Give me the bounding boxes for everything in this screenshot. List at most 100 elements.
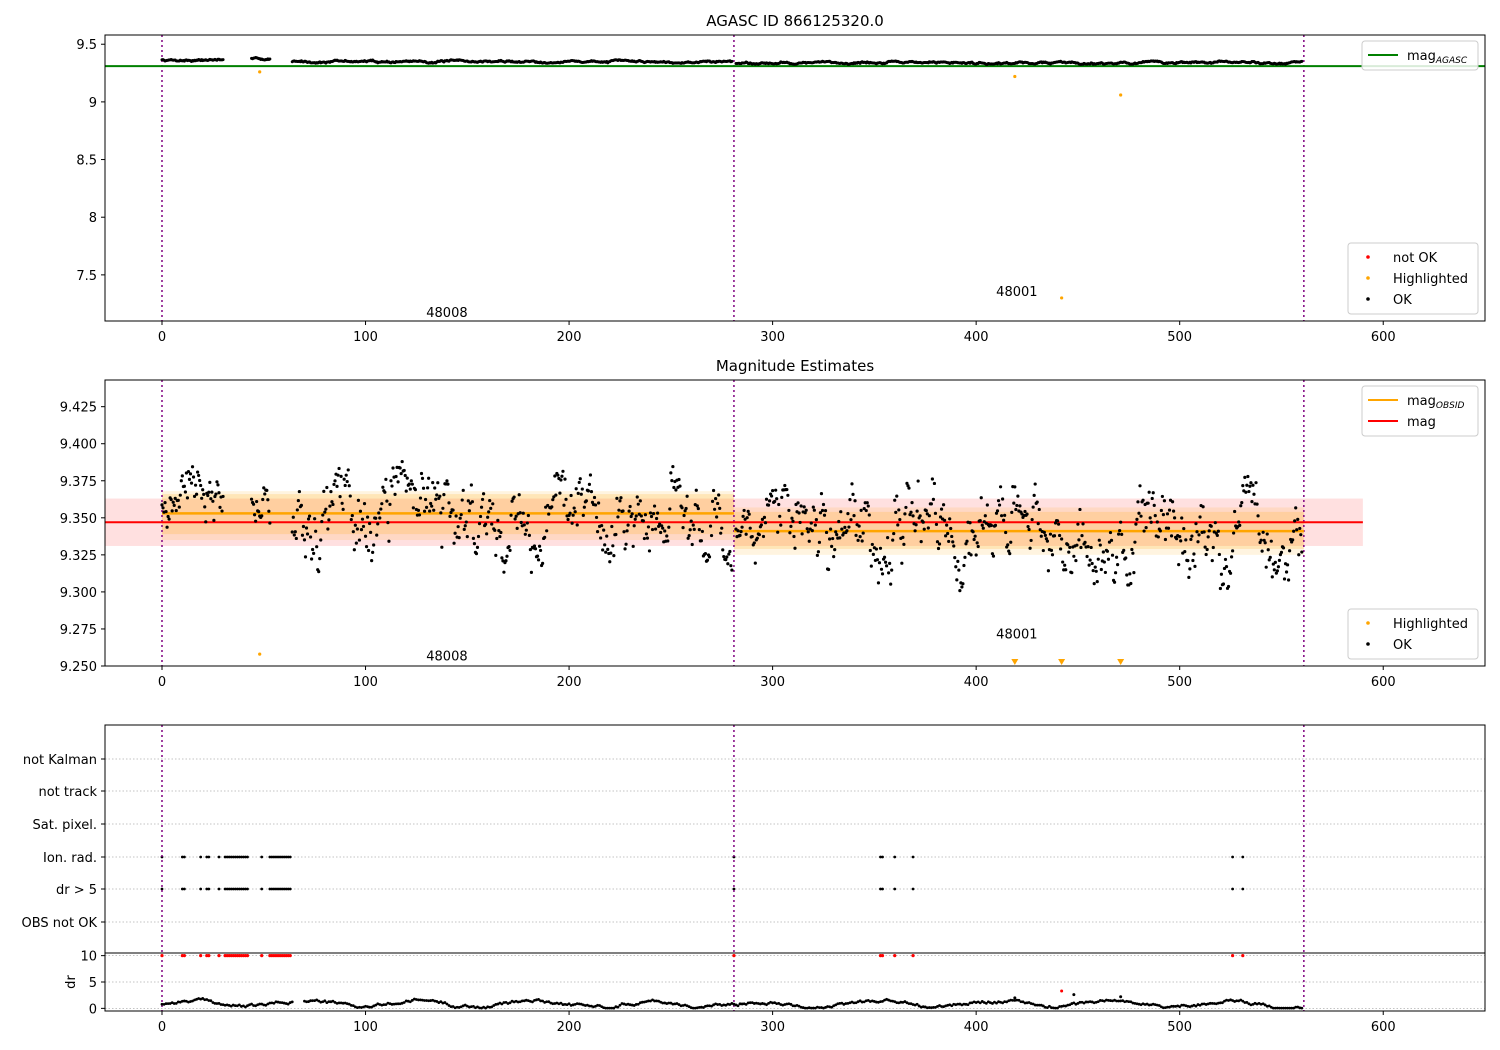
ok-point [596,501,601,505]
ok-point [466,499,470,503]
ok-point [180,474,184,478]
ok-point [471,536,476,540]
ok-point [692,527,696,531]
ok-point [647,549,652,553]
ok-point [400,459,404,464]
panel-magnitude-title: Magnitude Estimates [716,357,874,375]
ok-point [1010,510,1014,514]
ok-point [519,520,523,525]
ok-point [976,544,980,549]
y-tick-label: 9.400 [60,438,97,453]
ok-point [563,477,567,481]
ok-point [576,491,580,495]
obsid-label: 48001 [996,285,1037,300]
dr-point [311,999,315,1003]
ok-point [981,526,985,530]
ok-point [1205,547,1209,552]
ok-point [1151,491,1155,495]
dr-point [1017,998,1021,1002]
dr-point [531,1000,534,1004]
ok-point [1075,543,1079,547]
ok-point [529,570,534,575]
ok-point [931,497,936,501]
dr-point [962,1002,966,1006]
ok-point [724,558,728,562]
ok-point [261,497,265,502]
y-tick-label: 9.350 [60,512,97,527]
legend-marker-swatch [1366,276,1370,280]
ok-point [1294,506,1298,510]
ok-point [309,557,314,561]
ok-point [710,499,715,503]
ok-point [424,505,429,510]
ok-point [307,514,312,518]
dr-point [1107,998,1110,1002]
ok-point [804,508,808,512]
ok-point [778,514,782,518]
ok-point [254,519,258,523]
ok-point [952,544,956,548]
ok-point [1249,481,1253,485]
ok-point [900,561,904,565]
ok-point [1092,582,1096,586]
ok-point [335,484,339,488]
ok-point [550,505,554,509]
ok-point [857,524,861,528]
dr-point [1239,998,1243,1002]
highlighted-offscale-marker [1117,659,1125,665]
ok-point [353,523,357,527]
ok-point [851,492,855,496]
dr-point [881,999,884,1003]
y-tick-label: 7.5 [76,269,97,284]
dr-point [323,999,327,1003]
ok-point [1018,504,1022,508]
dr-point [1011,998,1015,1002]
ok-point [1180,516,1184,520]
dr-point [1210,1001,1214,1005]
ok-point [1273,560,1277,565]
ok-point [831,536,835,541]
ok-point [301,524,306,529]
ok-point [204,520,208,524]
ok-point [1079,545,1083,550]
ok-point [606,547,610,551]
ok-point [1221,582,1226,586]
ok-point [759,523,764,527]
ok-point [1134,522,1138,526]
x-tick-label: 500 [1167,330,1192,345]
ok-point [1183,550,1187,554]
dr-point [1241,999,1245,1003]
flag-point [244,855,247,859]
flag-point [276,887,280,891]
ok-point [380,502,384,506]
ok-point [1158,529,1162,533]
dr-not-ok-point [217,954,221,958]
ok-point [1237,520,1241,524]
ok-point [188,472,193,476]
ok-point [221,494,225,499]
ok-point [1300,59,1304,63]
ok-point [946,531,950,536]
x-tick-label: 200 [557,675,582,690]
ok-point [365,515,370,519]
ok-point [1223,557,1228,562]
dr-point [995,1001,998,1005]
ok-point [291,515,295,519]
ok-point [253,513,257,517]
ok-point [902,542,906,546]
ok-point [783,483,787,488]
panel-flags-frame [104,724,1486,1012]
dr-point [520,999,524,1003]
ok-point [323,510,327,514]
ok-point [1119,520,1123,524]
dr-point [830,1005,834,1009]
ok-point [1077,538,1081,542]
x-tick-label: 0 [158,330,166,345]
dr-point [394,1002,398,1006]
ok-point [1262,538,1266,542]
ok-point [994,511,999,515]
ok-point [780,495,784,499]
ok-point [726,562,730,566]
ok-point [699,539,703,543]
ok-point [522,523,526,527]
